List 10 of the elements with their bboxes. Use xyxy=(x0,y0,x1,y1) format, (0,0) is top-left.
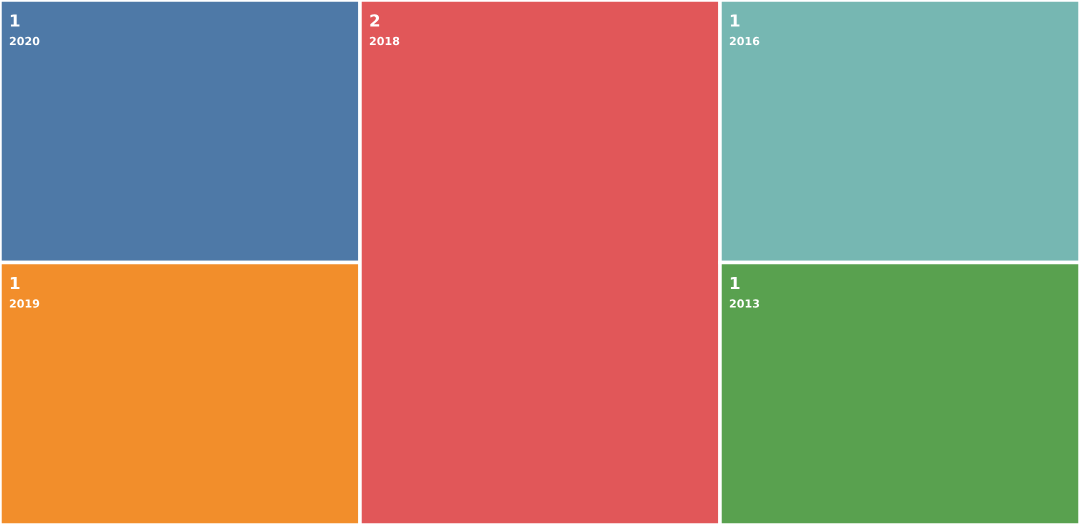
data-label: 1 xyxy=(10,14,20,27)
data-label: 1 xyxy=(10,276,20,290)
category-label: 2018 xyxy=(369,36,400,46)
category-label: 2016 xyxy=(729,36,760,46)
category-label: 2020 xyxy=(9,36,40,46)
data-label: 1 xyxy=(730,14,740,27)
data-label: 1 xyxy=(730,276,740,290)
data-label: 2 xyxy=(370,14,380,27)
category-label: 2019 xyxy=(9,299,40,308)
category-label: 2013 xyxy=(729,299,760,308)
